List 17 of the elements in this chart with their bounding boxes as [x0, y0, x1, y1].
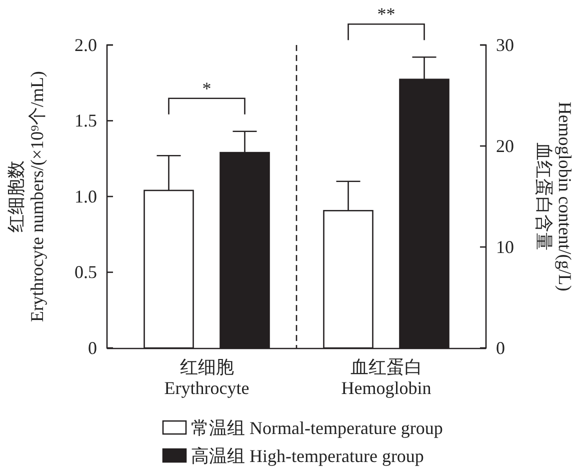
legend-label: 高温组 High-temperature group	[191, 446, 424, 466]
annotation: *	[202, 78, 212, 98]
y-tick-label: 0	[88, 338, 97, 358]
y-tick-label: 1.5	[74, 110, 97, 131]
y2-axis-title: 血红蛋白含量 Hemoglobin content/(g/L)	[534, 102, 573, 292]
y2-tick-label: 30	[496, 34, 514, 55]
x-tick-label: 红细胞 Erythrocyte	[164, 357, 250, 398]
y-axis-title: 红细胞数 Erythrocyte numbers/(×10⁹个/mL)	[6, 71, 47, 322]
text: **	[377, 4, 396, 24]
y-tick-label: 1.0	[74, 186, 97, 206]
y2-tick-label: 10	[496, 236, 514, 257]
legend-label: 常温组 Normal-temperature group	[191, 418, 443, 438]
y-tick-label: 2.0	[74, 34, 97, 55]
y-tick-label: 0.5	[74, 262, 97, 282]
y2-tick-label: 20	[496, 136, 514, 156]
x-tick-label: 血红蛋白 Hemoglobin	[341, 357, 432, 398]
y2-tick-label: 0	[496, 338, 505, 358]
